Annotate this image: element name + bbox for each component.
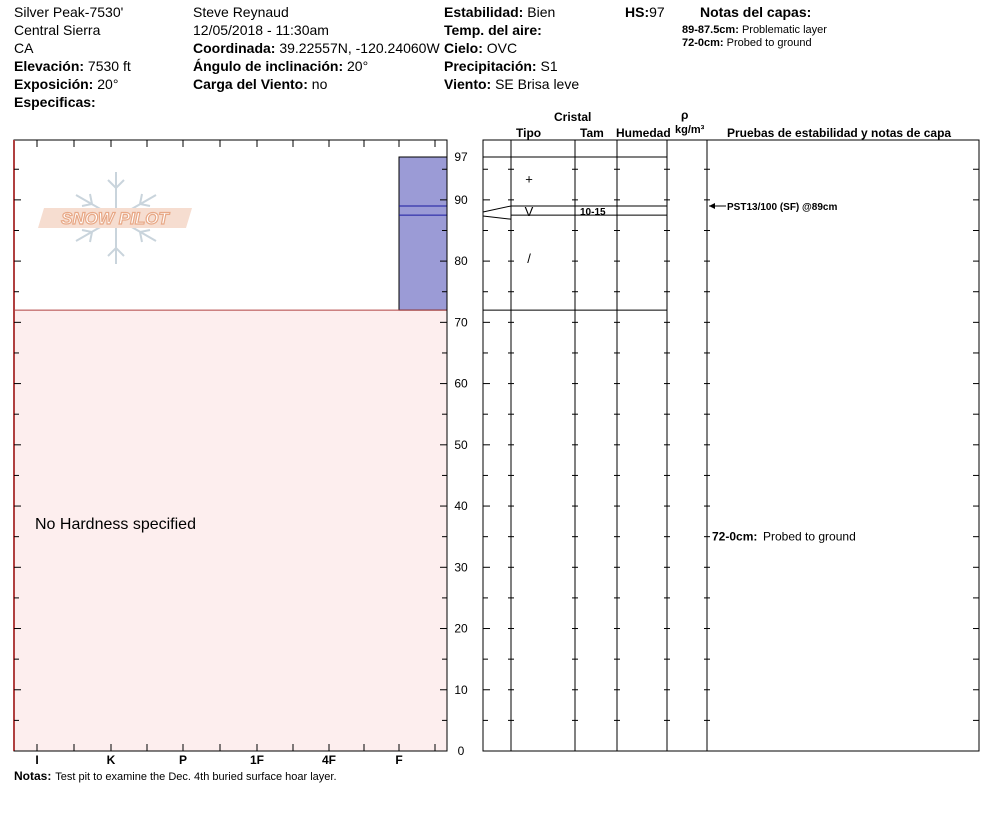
observer-name: Steve Reynaud xyxy=(193,4,289,20)
state-name: CA xyxy=(14,40,34,56)
logo-banner xyxy=(38,208,192,228)
range-name: Central Sierra xyxy=(14,22,101,38)
wind-load-label: Carga del Viento: xyxy=(193,76,308,92)
specifics-label: Especificas: xyxy=(14,94,96,110)
tests-header: Pruebas de estabilidad y notas de capa xyxy=(727,126,952,140)
chart-lines-layer xyxy=(13,139,980,752)
wind-row: Viento: SE Brisa leve xyxy=(444,76,579,92)
notes-label: Notas: xyxy=(14,769,52,783)
depth-tick-label: 50 xyxy=(454,438,468,452)
profile-table-frame xyxy=(482,139,980,752)
layer-note-1: 89-87.5cm: Problematic layer xyxy=(682,24,827,37)
notes-text: Test pit to examine the Dec. 4th buried … xyxy=(55,771,337,783)
layer-note-text: Probed to ground xyxy=(726,37,812,49)
rho-header: ρ xyxy=(681,108,689,122)
aspect-value: 20° xyxy=(97,76,119,92)
hardness-tick-label: K xyxy=(107,753,116,767)
stability-value: Bien xyxy=(527,4,556,20)
coordinate-value: 39.22557N, -120.24060W xyxy=(279,40,440,56)
sky-label: Cielo: xyxy=(444,40,483,56)
grain-type-symbol: V xyxy=(525,204,534,219)
stability-row: Estabilidad: Bien xyxy=(444,4,555,20)
depth-tick-label: 40 xyxy=(454,499,468,513)
elevation-label: Elevación: xyxy=(14,58,85,74)
grain-type-symbol: / xyxy=(527,251,531,266)
hs-label: HS: xyxy=(625,4,650,20)
slope-value: 20° xyxy=(347,58,369,74)
crystal-header: Cristal xyxy=(554,110,592,124)
hardness-tick-label: I xyxy=(35,753,38,767)
elevation-value: 7530 ft xyxy=(87,58,131,74)
snow-pilot-logo: SNOW PILOT xyxy=(38,172,192,264)
coordinate-label: Coordinada: xyxy=(193,40,276,56)
slope-label: Ángulo de inclinación: xyxy=(193,58,344,74)
probed-region xyxy=(14,310,447,751)
precip-row: Precipitación: S1 xyxy=(444,58,558,74)
hardness-tick-label: P xyxy=(179,753,187,767)
observation-datetime: 12/05/2018 - 11:30am xyxy=(193,22,329,38)
air-temp-label: Temp. del aire: xyxy=(444,22,542,38)
layer-connector xyxy=(482,205,512,213)
size-header: Tam xyxy=(580,126,604,140)
aspect-label: Exposición: xyxy=(14,76,94,92)
layer-note-range: 72-0cm: xyxy=(682,37,724,49)
wind-value: SE Brisa leve xyxy=(495,76,580,92)
layer-note-2: 72-0cm: Probed to ground xyxy=(682,37,812,50)
site-name: Silver Peak-7530' xyxy=(14,4,124,20)
density-unit-header: kg/m³ xyxy=(675,124,705,136)
wind-load-value: no xyxy=(311,76,328,92)
grain-size-label: 10-15 xyxy=(580,207,606,218)
depth-tick-label: 60 xyxy=(454,377,468,391)
depth-tick-label: 10 xyxy=(454,683,468,697)
layer-comment-text: Probed to ground xyxy=(763,530,856,544)
depth-tick-label: 90 xyxy=(454,193,468,207)
depth-tick-label: 20 xyxy=(454,622,468,636)
layer-note-text: Problematic layer xyxy=(741,24,827,36)
depth-tick-label: 97 xyxy=(454,150,468,164)
grain-type-symbol: + xyxy=(525,171,533,186)
hardness-tick-label: 1F xyxy=(250,753,264,767)
notes-row: Notas: Test pit to examine the Dec. 4th … xyxy=(14,767,337,784)
wind-load-row: Carga del Viento: no xyxy=(193,76,327,92)
sky-value: OVC xyxy=(486,40,518,56)
sky-row: Cielo: OVC xyxy=(444,40,517,56)
stability-label: Estabilidad: xyxy=(444,4,524,20)
depth-tick-label: 70 xyxy=(454,315,468,329)
chart-background-layer xyxy=(14,156,448,751)
stability-test-label: PST13/100 (SF) @89cm xyxy=(727,202,837,213)
coordinate-row: Coordinada: 39.22557N, -120.24060W xyxy=(193,40,440,56)
moisture-header: Humedad xyxy=(616,126,671,140)
layer-connector xyxy=(482,215,512,220)
precip-value: S1 xyxy=(540,58,558,74)
layer-notes-title: Notas del capas: xyxy=(700,4,812,20)
depth-tick-label: 0 xyxy=(458,744,465,758)
elevation-row: Elevación: 7530 ft xyxy=(14,58,131,74)
depth-tick-label: 80 xyxy=(454,254,468,268)
layer-comment-range: 72-0cm: xyxy=(712,530,757,544)
precip-label: Precipitación: xyxy=(444,58,537,74)
type-header: Tipo xyxy=(516,126,542,140)
hardness-tick-label: F xyxy=(395,753,402,767)
depth-tick-label: 30 xyxy=(454,560,468,574)
chart-text-layer: I K P 1F 4F F 0 10 20 30 40 50 60 70 80 90 97 + V 10-15 / PST… xyxy=(35,150,855,767)
slope-row: Ángulo de inclinación: 20° xyxy=(193,58,368,74)
logo-text: SNOW PILOT xyxy=(61,209,170,228)
hardness-tick-label: 4F xyxy=(322,753,336,767)
wind-label: Viento: xyxy=(444,76,492,92)
layer-note-range: 89-87.5cm: xyxy=(682,24,739,36)
test-pointer-arrow xyxy=(709,202,715,209)
no-hardness-label: No Hardness specified xyxy=(35,516,196,533)
air-temp-row: Temp. del aire: xyxy=(444,22,542,38)
aspect-row: Exposición: 20° xyxy=(14,76,118,92)
hs-value: 97 xyxy=(649,4,665,20)
hs-row: HS:97 xyxy=(625,4,665,20)
hardness-layer-bar xyxy=(398,156,448,311)
